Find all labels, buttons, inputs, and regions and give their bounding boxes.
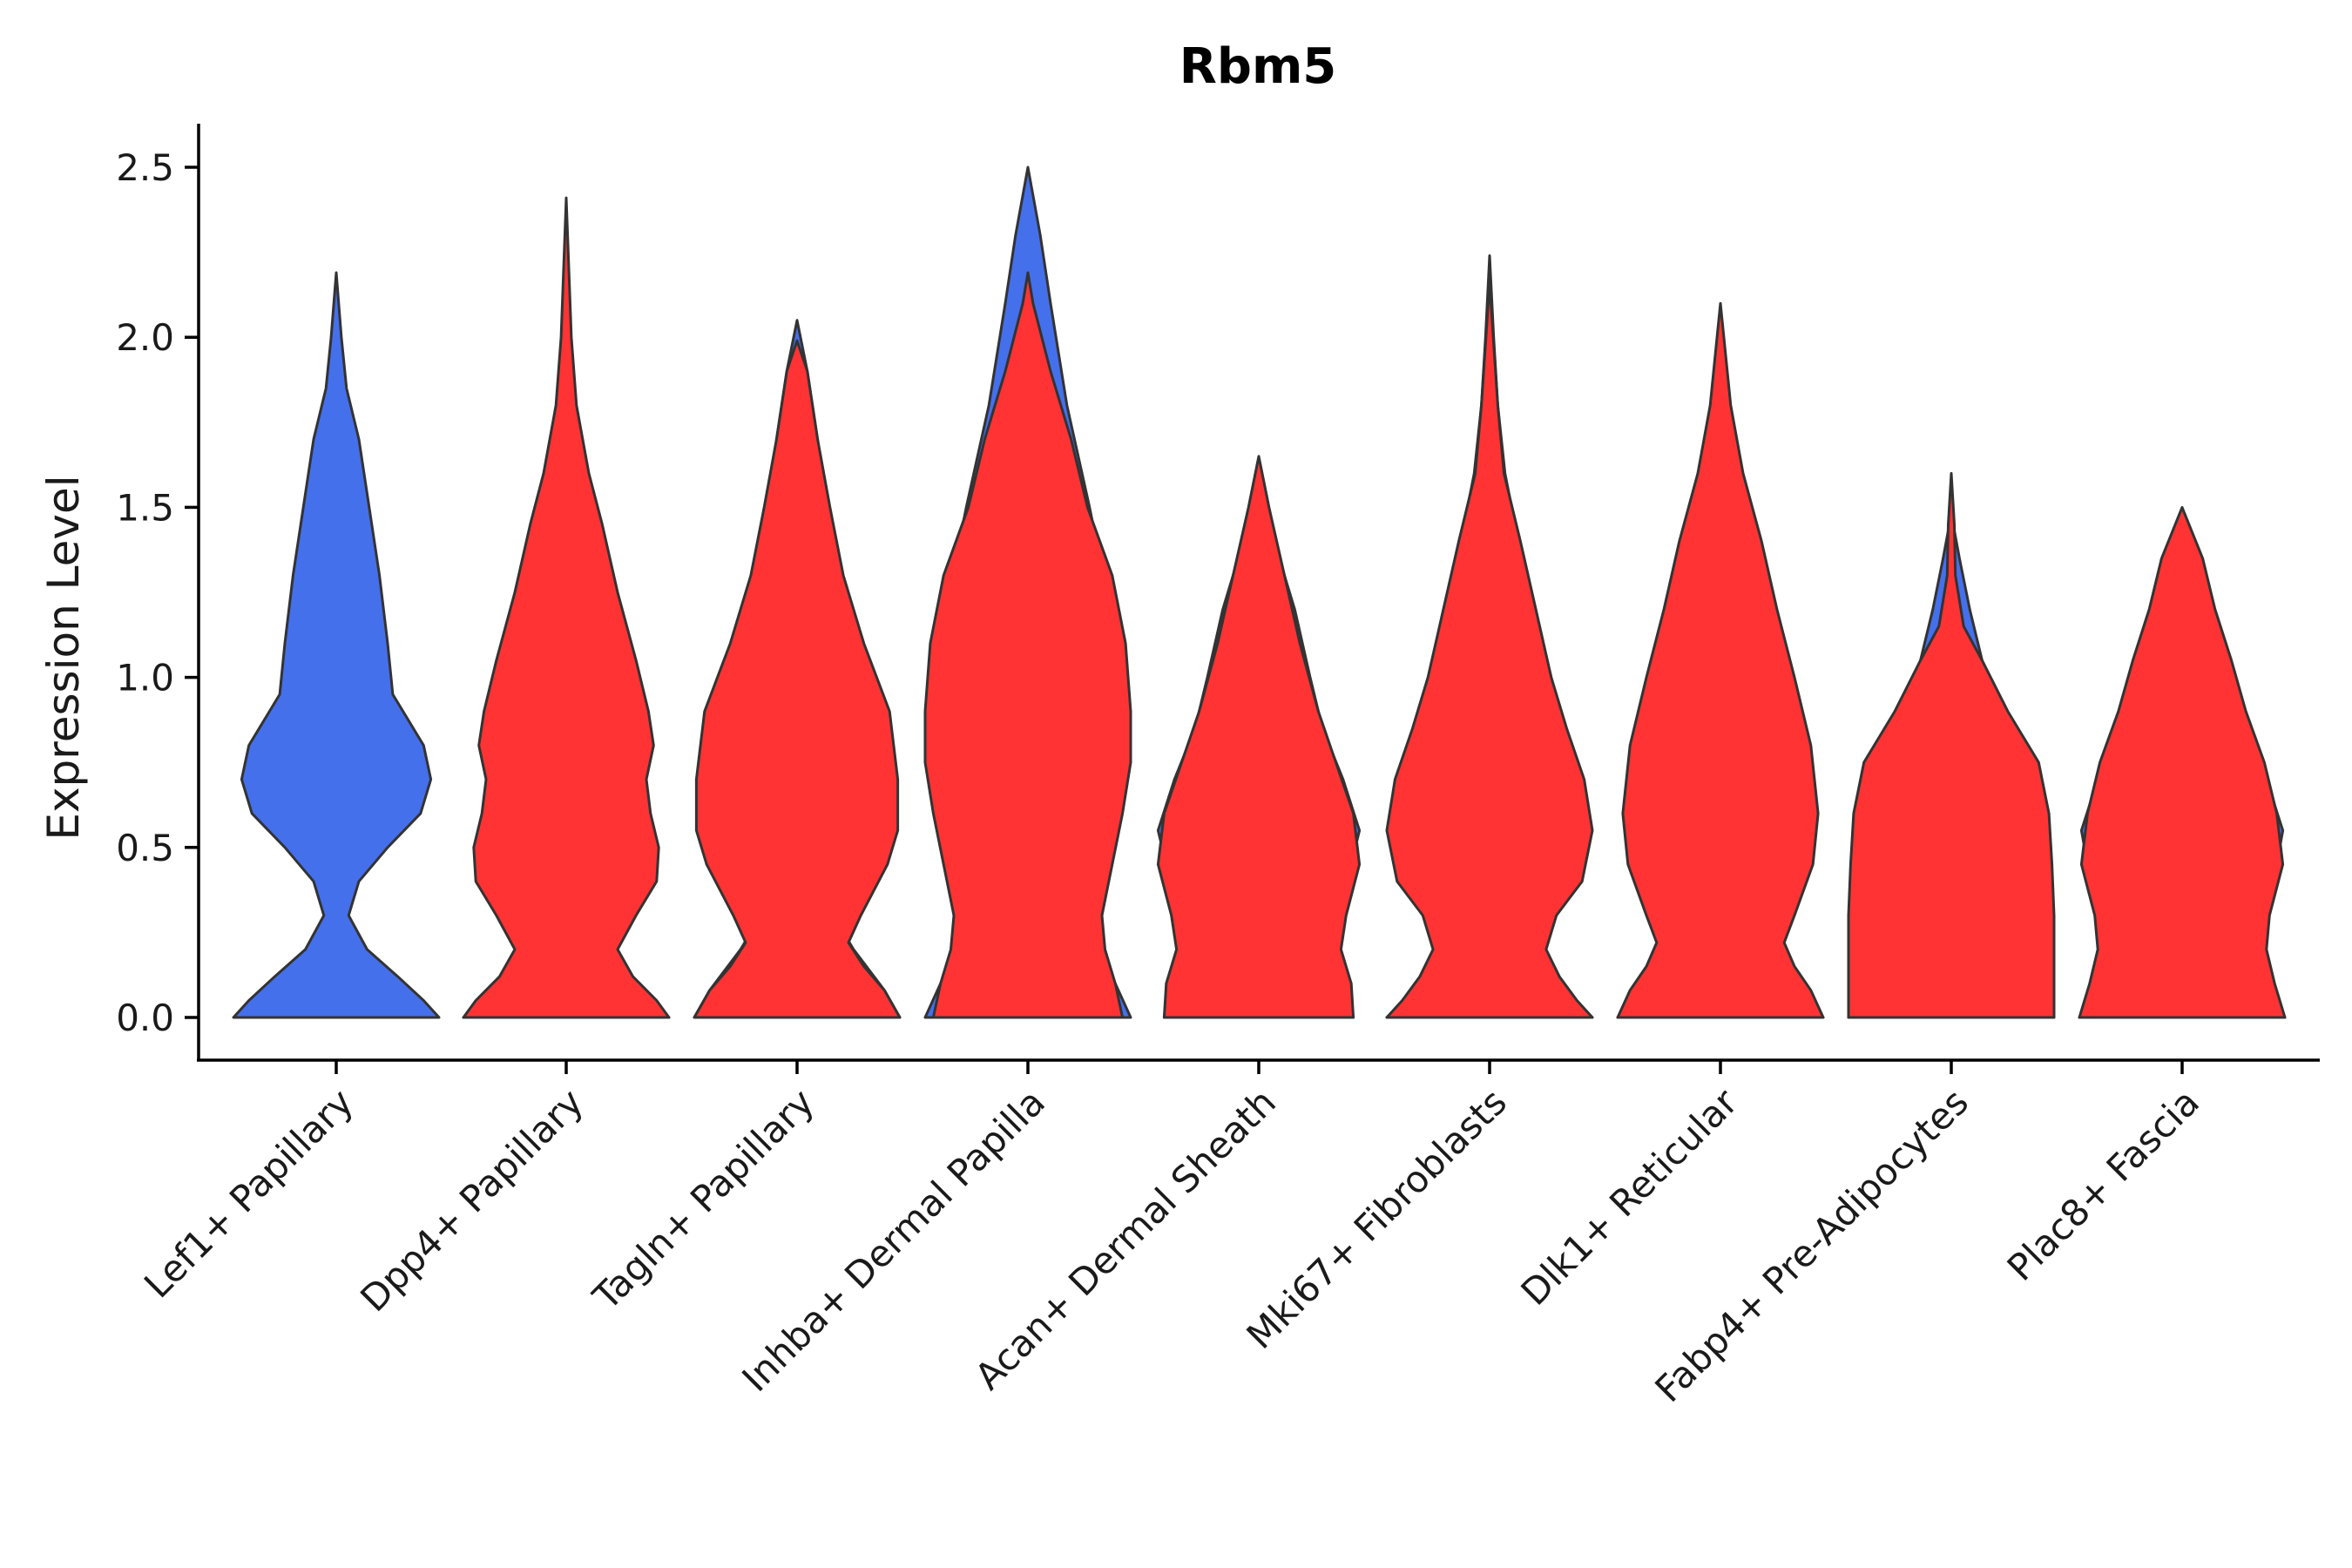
y-tick-label: 0.5 <box>116 827 174 869</box>
violin-group-a-lef1-papillary <box>232 271 441 1019</box>
x-tick-label-lef1-papillary: Lef1+ Papillary <box>136 1080 362 1306</box>
x-tick-label-mki67-fibroblasts: Mki67+ Fibroblasts <box>1239 1080 1515 1356</box>
x-tick-label-dpp4-papillary: Dpp4+ Papillary <box>352 1080 591 1320</box>
y-tick-label: 1.5 <box>116 486 174 529</box>
y-axis-title: Expression Level <box>38 475 89 840</box>
x-tick-label-tagln-papillary: Tagln+ Papillary <box>585 1080 822 1318</box>
y-ticks: 0.0 0.5 1.0 1.5 2.0 2.5 <box>116 146 199 1039</box>
y-tick-label: 0.0 <box>116 997 174 1039</box>
y-tick-label: 2.0 <box>116 316 174 359</box>
chart-title: Rbm5 <box>1179 38 1337 95</box>
x-tick-label-plac8-fascia: Plac8+ Fascia <box>1999 1080 2207 1288</box>
violin-group-b-tagln-papillary <box>693 339 902 1019</box>
violin-group-b-plac8-fascia <box>2078 505 2287 1019</box>
x-tick-label-dlk1-reticular: Dlk1+ Reticular <box>1513 1080 1747 1314</box>
violin-group-b-acan-dermal-sheath <box>1156 455 1362 1019</box>
violin-group-b-dpp4-papillary <box>462 196 671 1019</box>
violin-group-b-mki67-fibroblasts <box>1385 281 1594 1019</box>
violins-layer <box>232 166 2287 1019</box>
violin-group-b-dlk1-reticular <box>1616 301 1825 1019</box>
y-tick-label: 2.5 <box>116 146 174 189</box>
violin-group-b-inhba-dermal-papilla <box>923 271 1132 1019</box>
violin-group-b-fabp4-pre-adipocytes <box>1847 471 2056 1019</box>
y-tick-label: 1.0 <box>116 657 174 700</box>
